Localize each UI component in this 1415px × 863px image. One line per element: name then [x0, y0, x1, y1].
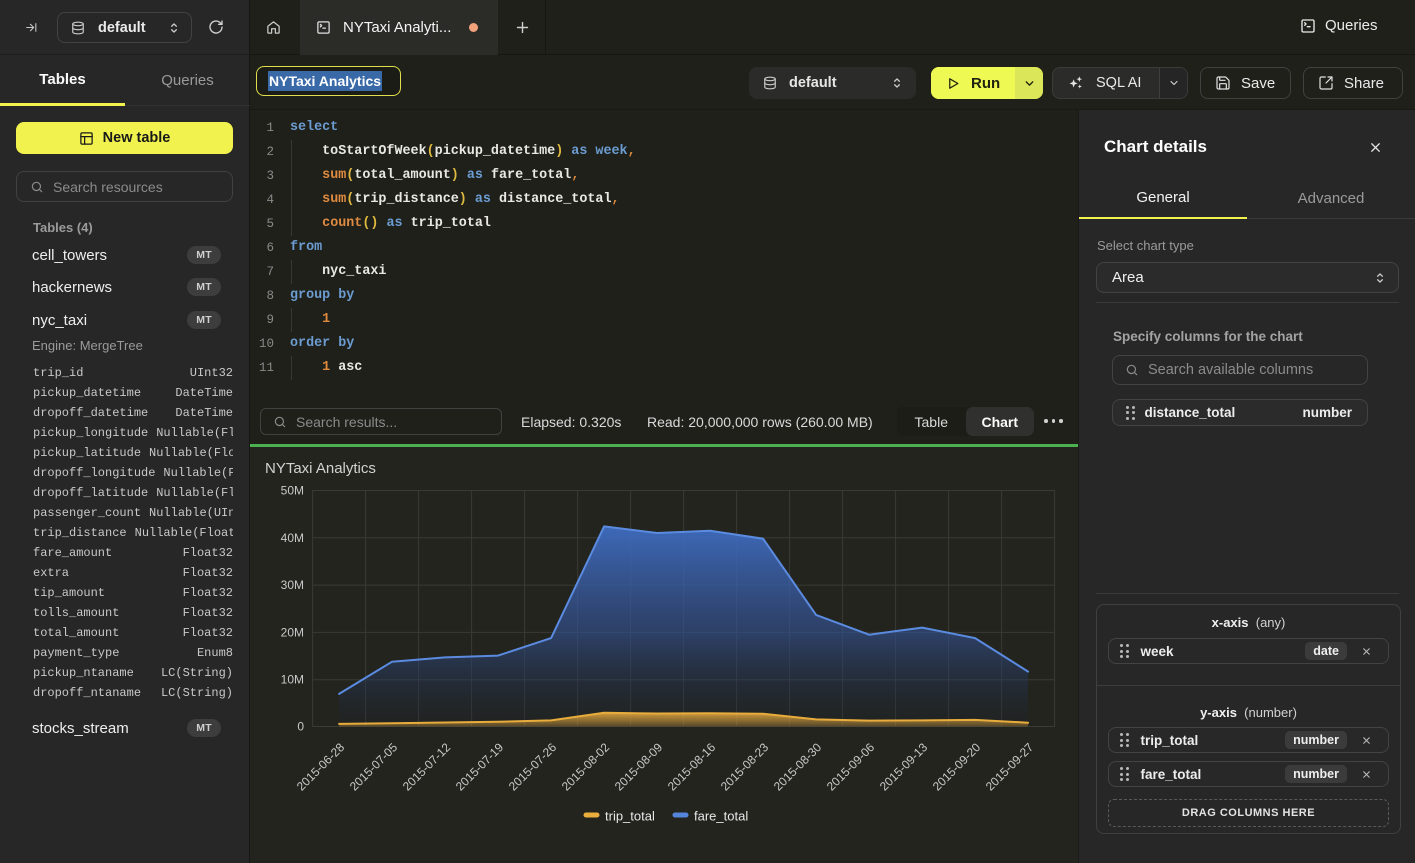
svg-text:2015-08-02: 2015-08-02 — [559, 740, 613, 794]
svg-text:2015-06-28: 2015-06-28 — [294, 740, 348, 794]
svg-text:2015-09-20: 2015-09-20 — [930, 740, 984, 794]
svg-text:10M: 10M — [281, 673, 304, 687]
svg-text:2015-07-26: 2015-07-26 — [506, 740, 560, 794]
svg-text:2015-09-27: 2015-09-27 — [983, 740, 1037, 794]
svg-text:2015-08-16: 2015-08-16 — [665, 740, 719, 794]
svg-text:30M: 30M — [281, 578, 304, 592]
svg-text:2015-08-23: 2015-08-23 — [718, 740, 772, 794]
svg-text:fare_total: fare_total — [694, 809, 748, 824]
svg-text:0: 0 — [297, 720, 304, 734]
svg-text:2015-08-30: 2015-08-30 — [771, 740, 825, 794]
svg-text:2015-07-05: 2015-07-05 — [347, 740, 401, 794]
svg-text:trip_total: trip_total — [605, 809, 655, 824]
svg-text:2015-09-13: 2015-09-13 — [877, 740, 931, 794]
svg-text:2015-07-12: 2015-07-12 — [400, 740, 454, 794]
svg-text:20M: 20M — [281, 625, 304, 639]
svg-text:50M: 50M — [281, 484, 304, 498]
svg-text:2015-07-19: 2015-07-19 — [453, 740, 507, 794]
svg-text:40M: 40M — [281, 531, 304, 545]
svg-text:2015-09-06: 2015-09-06 — [824, 740, 878, 794]
svg-text:2015-08-09: 2015-08-09 — [612, 740, 666, 794]
